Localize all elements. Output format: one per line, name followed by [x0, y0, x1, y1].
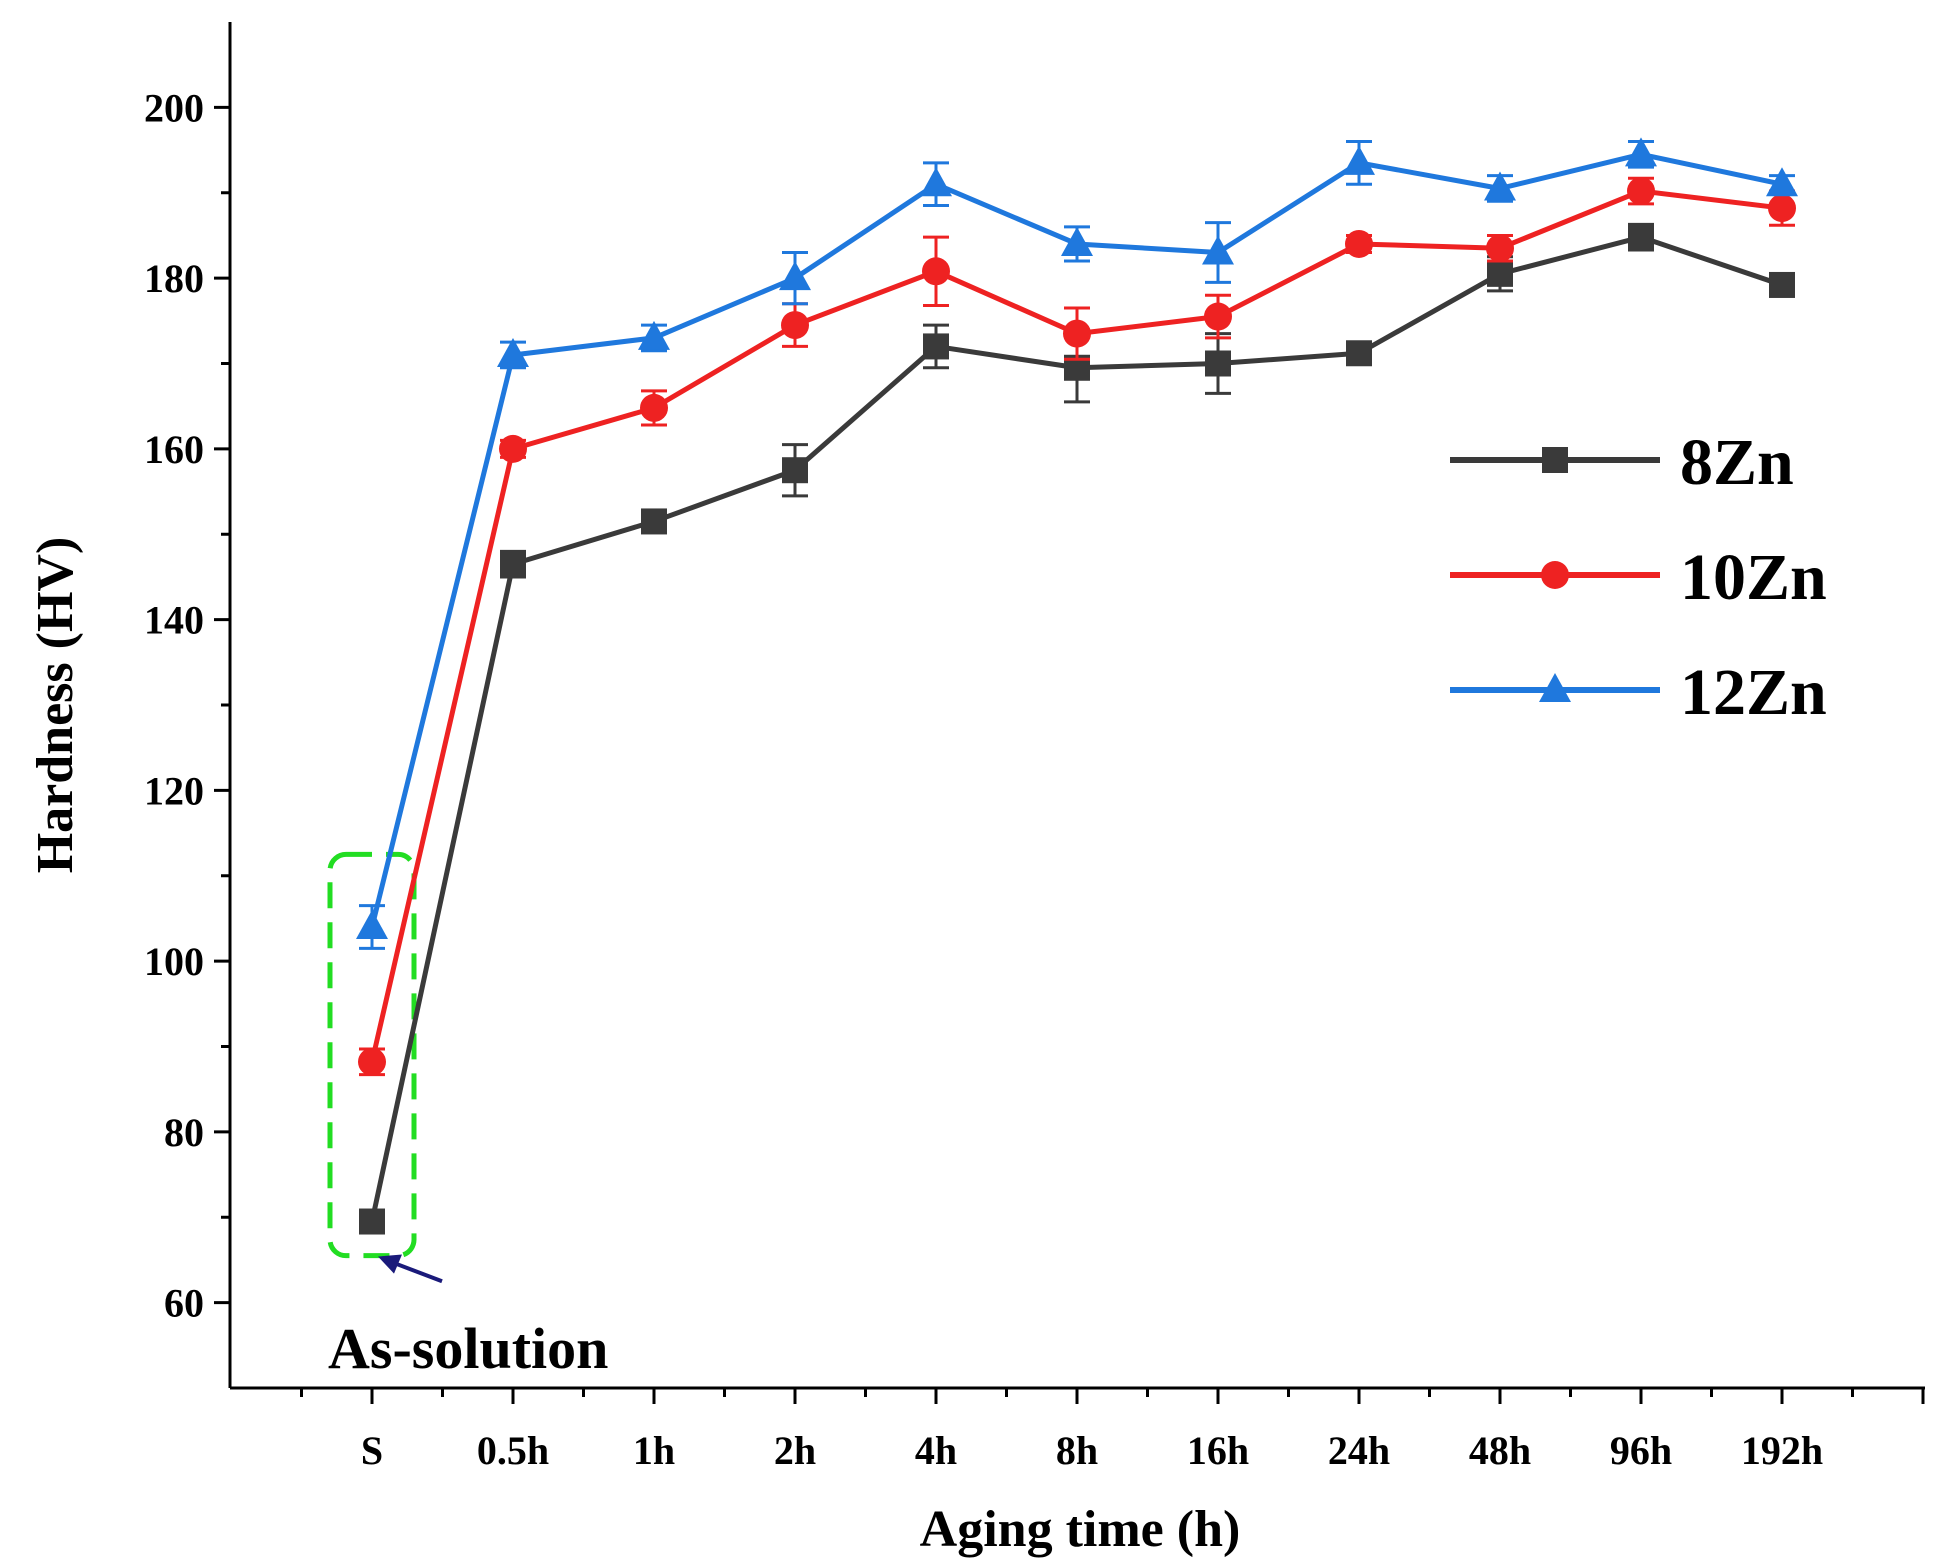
y-axis: 60 80 100 120 140 160 180 200	[144, 85, 230, 1326]
data-point	[356, 909, 388, 939]
y-tick-label: 160	[144, 427, 204, 472]
data-point	[1061, 226, 1093, 256]
x-tick-label: 24h	[1328, 1428, 1390, 1473]
x-axis: S 0.5h 1h 2h 4h 8h 16h 24h 48h 96h 192h	[300, 1388, 1925, 1473]
data-point	[1766, 167, 1798, 197]
data-point	[779, 261, 811, 291]
data-point	[359, 1208, 385, 1235]
x-tick-label: 16h	[1187, 1428, 1249, 1473]
legend-label: 10Zn	[1680, 541, 1827, 614]
data-point	[923, 333, 949, 360]
x-tick-label: S	[361, 1428, 383, 1473]
x-tick-label: 0.5h	[477, 1428, 549, 1473]
x-tick-label: 2h	[774, 1428, 816, 1473]
y-tick-label: 80	[164, 1110, 204, 1155]
x-tick-label: 48h	[1469, 1428, 1531, 1473]
legend: 8Zn 10Zn 12Zn	[1450, 426, 1827, 729]
y-axis-title: Hardness (HV)	[27, 537, 84, 874]
x-tick-label: 8h	[1056, 1428, 1098, 1473]
annotation-arrow-head	[378, 1254, 402, 1274]
data-point	[1204, 302, 1232, 331]
x-tick-label: 192h	[1741, 1428, 1823, 1473]
data-point	[638, 320, 670, 350]
data-point	[1346, 340, 1372, 367]
legend-label: 12Zn	[1680, 656, 1827, 729]
legend-marker	[1539, 673, 1571, 702]
x-tick-label: 4h	[915, 1428, 957, 1473]
data-point	[1627, 177, 1655, 206]
x-tick-label: 96h	[1610, 1428, 1672, 1473]
y-tick-label: 180	[144, 256, 204, 301]
series-12Zn	[356, 137, 1798, 950]
data-point	[358, 1047, 386, 1076]
data-point	[1486, 234, 1514, 263]
legend-marker	[1542, 447, 1568, 473]
y-tick-label: 120	[144, 768, 204, 813]
data-point	[1205, 350, 1231, 377]
y-tick-label: 200	[144, 85, 204, 130]
series-layer	[356, 137, 1798, 1235]
data-point	[1063, 319, 1091, 348]
data-point	[1628, 224, 1654, 251]
legend-marker	[1541, 561, 1569, 589]
x-tick-label: 1h	[633, 1428, 675, 1473]
series-8Zn	[359, 222, 1795, 1235]
annotation-box	[327, 851, 417, 1259]
data-point	[1343, 145, 1375, 175]
data-point	[1345, 229, 1373, 258]
data-point	[1484, 171, 1516, 201]
data-point	[782, 457, 808, 484]
y-tick-label: 140	[144, 598, 204, 643]
as-solution-label: As-solution	[328, 1316, 608, 1381]
data-point	[922, 257, 950, 286]
as-solution-annotation	[327, 851, 443, 1284]
data-point	[499, 434, 527, 463]
data-point	[781, 311, 809, 340]
y-tick-label: 100	[144, 939, 204, 984]
series-10Zn	[358, 176, 1796, 1077]
data-point	[500, 551, 526, 578]
data-point	[1769, 271, 1795, 298]
data-point	[1202, 235, 1234, 265]
data-point	[497, 337, 529, 367]
data-point	[1487, 260, 1513, 287]
data-point	[640, 393, 668, 422]
x-axis-title: Aging time (h)	[920, 1501, 1241, 1558]
data-point	[641, 508, 667, 535]
y-tick-label: 60	[164, 1281, 204, 1326]
data-point	[1768, 194, 1796, 223]
data-point	[1625, 137, 1657, 167]
data-point	[920, 167, 952, 197]
legend-label: 8Zn	[1680, 426, 1794, 499]
